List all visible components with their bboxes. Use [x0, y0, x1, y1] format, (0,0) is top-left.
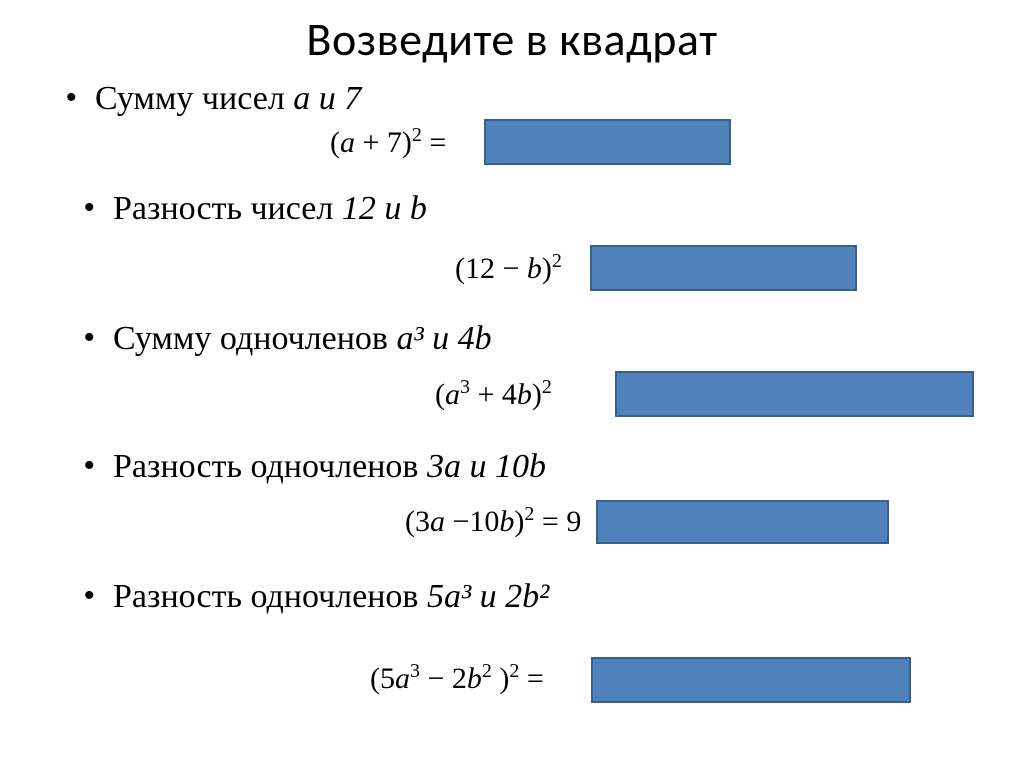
f5-a: a [395, 662, 410, 695]
f2-exp: 2 [552, 250, 562, 272]
f5-eq: = [519, 662, 543, 695]
answer-cover-2 [590, 245, 857, 291]
bullet-dot: • [84, 449, 95, 482]
f2-b: b [527, 252, 542, 285]
f3-plus4: + 4 [470, 378, 517, 411]
f5-exp: 2 [509, 660, 519, 682]
formula-5: (5a3 − 2b2 )2 = [370, 662, 544, 696]
bullet-item-3: • Сумму одночленов а³ и 4b [84, 320, 492, 358]
answer-cover-4 [596, 500, 889, 544]
f2-paren: ) [542, 252, 552, 285]
f2-pre: (12 − [455, 252, 527, 285]
f3-exp: 2 [542, 376, 552, 398]
bullet-text-it: а и 7 [293, 80, 361, 117]
bullet-text-it: 12 и b [342, 190, 427, 227]
f1-exp: 2 [412, 124, 422, 146]
bullet-text-pre: Разность одночленов [113, 578, 427, 615]
f1-rest: + 7) [355, 126, 412, 159]
formula-2: (12 − b)2 [455, 252, 562, 286]
f5-5: (5 [370, 662, 395, 695]
f5-minus2: − 2 [420, 662, 467, 695]
formula-3: (a3 + 4b)2 [435, 378, 552, 412]
f3-a-exp: 3 [460, 376, 470, 398]
f5-b-exp: 2 [482, 660, 492, 682]
f4-exp: 2 [524, 503, 534, 525]
f4-paren: ) [514, 505, 524, 538]
bullet-dot: • [66, 81, 77, 114]
f4-a: a [430, 505, 445, 538]
f4-minus10: −10 [445, 505, 499, 538]
bullet-dot: • [84, 321, 95, 354]
slide: Возведите в квадрат • Сумму чисел а и 7 … [0, 0, 1024, 767]
f5-b: b [467, 662, 482, 695]
f3-paren: ( [435, 378, 445, 411]
bullet-item-2: • Разность чисел 12 и b [84, 190, 427, 228]
formula-4: (3a −10b)2 = 9 [405, 505, 581, 539]
f4-eq: = 9 [534, 505, 581, 538]
bullet-text-it: 3a и 10b [427, 448, 546, 485]
bullet-dot: • [84, 191, 95, 224]
bullet-text-pre: Сумму одночленов [113, 320, 396, 357]
f5-a-exp: 3 [410, 660, 420, 682]
f3-a: a [445, 378, 460, 411]
bullet-text-it: а³ и 4b [396, 320, 491, 357]
f3-rparen: ) [532, 378, 542, 411]
bullet-item-1: • Сумму чисел а и 7 [66, 80, 361, 118]
bullet-item-5: • Разность одночленов 5а³ и 2b² [84, 578, 549, 616]
f4-b: b [499, 505, 514, 538]
page-title: Возведите в квадрат [0, 12, 1024, 68]
answer-cover-3 [615, 371, 974, 417]
bullet-text-pre: Разность одночленов [113, 448, 427, 485]
answer-cover-1 [484, 119, 731, 165]
f4-3: (3 [405, 505, 430, 538]
f5-paren: ) [492, 662, 510, 695]
answer-cover-5 [591, 657, 911, 703]
f3-b: b [517, 378, 532, 411]
formula-1: (a + 7)2 = [330, 126, 446, 160]
bullet-dot: • [84, 579, 95, 612]
f1-a: a [340, 126, 355, 159]
bullet-text-pre: Сумму чисел [95, 80, 293, 117]
bullet-text-it: 5а³ и 2b² [427, 578, 549, 615]
f1-eq: = [422, 126, 446, 159]
f1-paren: ( [330, 126, 340, 159]
bullet-text-pre: Разность чисел [113, 190, 342, 227]
bullet-item-4: • Разность одночленов 3a и 10b [84, 448, 546, 486]
